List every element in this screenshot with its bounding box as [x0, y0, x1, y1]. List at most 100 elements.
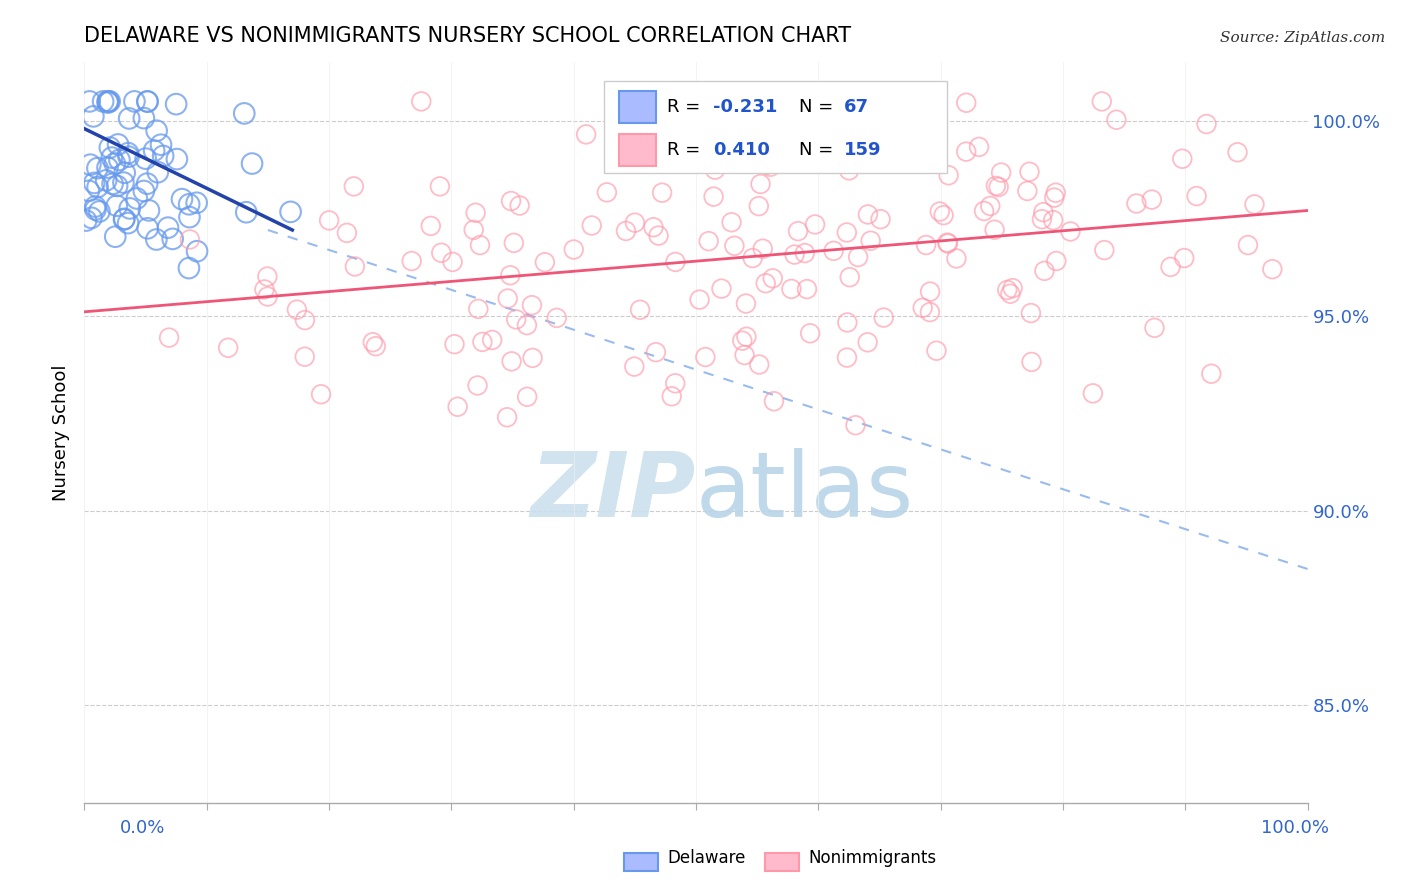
- Point: [520, 298, 543, 312]
- Point: [104, 156, 127, 170]
- Point: [664, 376, 686, 391]
- Point: [179, 210, 201, 224]
- Point: [1017, 184, 1039, 198]
- Point: [932, 208, 955, 222]
- Point: [80, 211, 103, 225]
- Point: [628, 302, 651, 317]
- Point: [995, 283, 1018, 297]
- Point: [135, 152, 157, 166]
- Point: [651, 186, 673, 200]
- Text: R =: R =: [666, 98, 706, 116]
- Point: [983, 223, 1005, 237]
- Point: [509, 198, 531, 212]
- Point: [502, 235, 524, 250]
- Point: [1045, 186, 1067, 200]
- Point: [117, 216, 139, 230]
- Point: [256, 289, 278, 303]
- Text: Nonimmigrants: Nonimmigrants: [808, 849, 936, 867]
- Point: [990, 165, 1012, 179]
- Point: [928, 204, 950, 219]
- Point: [83, 176, 105, 190]
- Point: [835, 226, 858, 240]
- Point: [1195, 117, 1218, 131]
- Point: [499, 194, 522, 208]
- Point: [1021, 355, 1043, 369]
- Point: [77, 184, 100, 198]
- Point: [505, 312, 527, 326]
- Point: [1201, 367, 1223, 381]
- Point: [1000, 286, 1022, 301]
- Point: [987, 180, 1010, 194]
- Point: [177, 261, 200, 276]
- Point: [118, 112, 141, 126]
- Point: [1032, 205, 1054, 219]
- Point: [915, 238, 938, 252]
- Point: [464, 206, 486, 220]
- Point: [152, 149, 174, 163]
- Point: [294, 350, 316, 364]
- Point: [856, 207, 879, 221]
- Point: [752, 242, 775, 256]
- Point: [783, 247, 806, 261]
- Point: [749, 177, 772, 191]
- Point: [835, 351, 858, 365]
- Point: [1140, 193, 1163, 207]
- Point: [688, 136, 710, 151]
- Point: [823, 244, 845, 258]
- Text: atlas: atlas: [696, 448, 914, 536]
- Point: [873, 310, 896, 325]
- Point: [936, 235, 959, 250]
- Point: [534, 255, 557, 269]
- Point: [280, 205, 302, 219]
- Point: [1091, 95, 1114, 109]
- Point: [643, 220, 665, 235]
- Point: [501, 354, 523, 368]
- Point: [938, 168, 960, 182]
- Point: [471, 334, 494, 349]
- Point: [496, 410, 519, 425]
- Point: [920, 285, 942, 299]
- Point: [695, 350, 717, 364]
- Point: [97, 95, 120, 109]
- Point: [710, 282, 733, 296]
- Point: [793, 246, 815, 260]
- Point: [143, 144, 166, 158]
- Point: [411, 95, 433, 109]
- Point: [496, 292, 519, 306]
- Point: [429, 179, 451, 194]
- Point: [256, 269, 278, 284]
- Point: [516, 390, 538, 404]
- Text: 0.0%: 0.0%: [120, 819, 165, 837]
- Point: [731, 334, 754, 348]
- Point: [1001, 281, 1024, 295]
- Point: [112, 176, 135, 190]
- Point: [96, 173, 118, 187]
- Point: [1237, 238, 1260, 252]
- Point: [516, 318, 538, 332]
- Point: [179, 232, 201, 246]
- Point: [793, 95, 815, 109]
- Y-axis label: Nursery School: Nursery School: [52, 364, 70, 501]
- Point: [235, 205, 257, 219]
- Point: [145, 233, 167, 247]
- Point: [443, 337, 465, 351]
- Point: [756, 158, 779, 172]
- Point: [233, 106, 256, 120]
- Point: [796, 282, 818, 296]
- Point: [136, 95, 159, 109]
- Point: [955, 145, 977, 159]
- Point: [481, 333, 503, 347]
- Point: [735, 330, 758, 344]
- Point: [945, 252, 967, 266]
- Point: [575, 128, 598, 142]
- Point: [688, 95, 710, 110]
- Point: [1043, 191, 1066, 205]
- Point: [1143, 321, 1166, 335]
- Point: [856, 95, 879, 109]
- Point: [859, 234, 882, 248]
- Point: [468, 238, 491, 252]
- Point: [430, 245, 453, 260]
- Point: [546, 310, 568, 325]
- Point: [661, 389, 683, 403]
- Point: [645, 345, 668, 359]
